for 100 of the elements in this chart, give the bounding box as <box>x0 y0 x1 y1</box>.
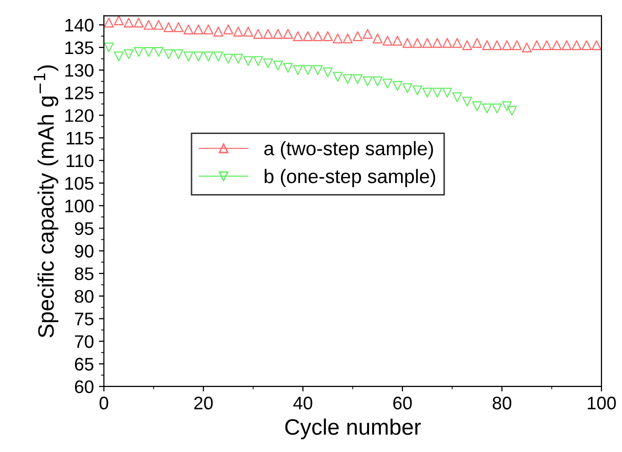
point <box>382 78 392 89</box>
point <box>412 85 422 96</box>
point <box>332 33 343 44</box>
point <box>243 26 254 37</box>
point <box>184 52 194 62</box>
point <box>412 38 422 48</box>
y-tick-label: 80 <box>74 290 94 303</box>
point <box>482 40 492 50</box>
legend-label: a (two-step sample) <box>264 141 433 160</box>
point <box>392 80 402 91</box>
point <box>134 18 144 28</box>
point <box>184 24 194 34</box>
x-axis-title: Cycle number <box>285 418 421 440</box>
y-tick-label: 130 <box>65 64 94 77</box>
y-tick-label: 85 <box>74 267 94 280</box>
point <box>372 33 382 44</box>
y-tick-label: 70 <box>74 335 94 348</box>
y-tick-label: 100 <box>65 200 94 212</box>
y-tick-label: 135 <box>65 41 94 54</box>
point <box>292 65 303 76</box>
point <box>472 38 482 48</box>
point <box>263 58 274 68</box>
y-tick-label: 140 <box>65 18 94 32</box>
point <box>223 24 234 34</box>
point <box>154 47 164 57</box>
point <box>124 18 134 28</box>
point <box>452 92 462 102</box>
point <box>562 40 572 50</box>
point <box>502 40 512 50</box>
point <box>104 18 114 28</box>
point <box>302 65 313 76</box>
point <box>312 31 323 42</box>
legend-label: b (one-step sample) <box>264 168 436 188</box>
point <box>452 38 462 48</box>
point <box>134 47 144 57</box>
point <box>312 65 323 76</box>
x-tick-label: 100 <box>588 396 616 410</box>
point <box>482 104 492 114</box>
point <box>114 16 124 26</box>
point <box>382 36 392 46</box>
point <box>164 22 174 32</box>
point <box>342 33 353 44</box>
point <box>124 49 134 60</box>
point <box>352 74 363 84</box>
point <box>472 101 482 112</box>
point <box>213 52 224 62</box>
point <box>542 40 552 50</box>
point <box>273 60 283 70</box>
point <box>522 42 532 52</box>
point <box>253 56 264 66</box>
point <box>283 62 293 73</box>
point <box>506 106 517 116</box>
point <box>442 38 452 48</box>
point <box>164 49 174 60</box>
point <box>572 40 582 50</box>
point <box>223 54 234 64</box>
point <box>342 74 353 84</box>
point <box>114 52 124 62</box>
point <box>193 52 204 62</box>
point <box>233 54 244 64</box>
point <box>392 36 402 46</box>
point <box>532 40 542 50</box>
point <box>592 40 602 50</box>
point <box>402 83 412 94</box>
y-tick-label: 75 <box>74 312 94 326</box>
point <box>233 26 244 37</box>
point <box>512 40 522 50</box>
point <box>203 52 214 62</box>
point <box>372 76 382 86</box>
y-axis-title: Specific capacity (mAh g$^{−1}$) <box>34 65 58 338</box>
y-tick-label: 110 <box>66 154 94 168</box>
point <box>582 40 592 50</box>
point <box>322 67 333 78</box>
point <box>203 24 214 34</box>
x-tick-label: 60 <box>393 396 412 410</box>
x-tick-label: 20 <box>194 396 213 410</box>
point <box>174 49 184 60</box>
point <box>442 88 452 98</box>
point <box>193 24 204 34</box>
point <box>243 56 254 66</box>
y-tick-label: 105 <box>65 176 94 190</box>
y-tick-label: 115 <box>66 132 94 145</box>
point <box>492 104 502 114</box>
point <box>263 28 274 39</box>
point <box>402 38 412 48</box>
y-tick-label: 90 <box>74 244 94 258</box>
y-tick-label: 60 <box>74 380 94 394</box>
point <box>213 26 224 37</box>
point <box>422 38 432 48</box>
y-tick-label: 65 <box>74 358 94 371</box>
point <box>432 88 442 98</box>
point <box>104 42 114 52</box>
point <box>174 22 184 32</box>
point <box>462 40 472 50</box>
point <box>273 28 283 39</box>
y-tick-label: 95 <box>74 222 94 235</box>
point <box>492 40 502 50</box>
y-tick-label: 120 <box>65 109 94 122</box>
point <box>292 31 303 42</box>
point <box>462 96 472 107</box>
